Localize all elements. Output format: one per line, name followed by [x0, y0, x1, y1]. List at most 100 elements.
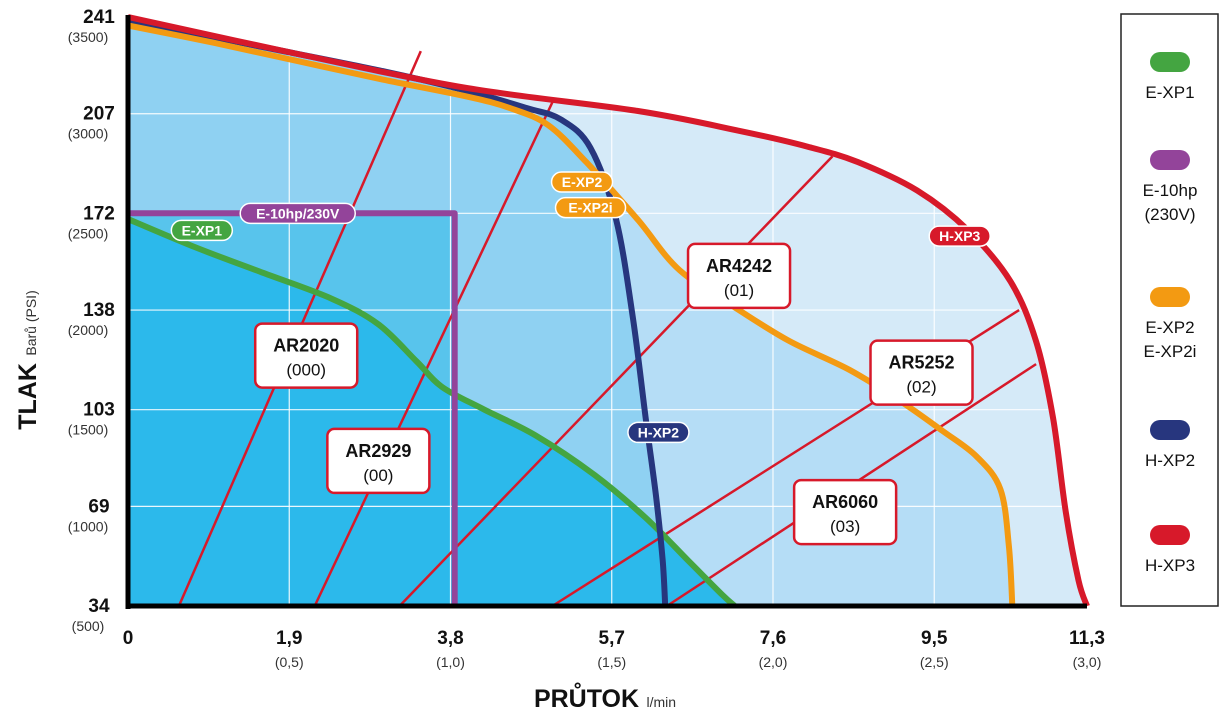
- y-tick-label: 103: [83, 400, 115, 421]
- pill-background: [928, 225, 991, 247]
- x-tick-sublabel: (0,5): [275, 654, 304, 670]
- x-axis-title-main: PRŮTOK: [534, 681, 639, 713]
- y-tick-sublabel: (500): [72, 618, 105, 634]
- y-tick-sublabel: (2000): [68, 322, 108, 338]
- pill-background: [554, 196, 627, 219]
- model-label-box: [869, 339, 974, 406]
- legend-label: E-XP2i: [1144, 342, 1197, 361]
- pill-text: H-XP2: [638, 424, 679, 440]
- y-tick: 207(3000): [68, 104, 115, 142]
- pill-label-h-xp2: H-XP2: [627, 421, 690, 444]
- pill-label-e-xp1: E-XP1: [170, 219, 234, 242]
- pill-background: [170, 219, 234, 242]
- y-tick-label: 172: [83, 203, 115, 224]
- pill-label-e-10hp-230v: E-10hp/230V: [239, 202, 356, 225]
- x-axis-title: PRŮTOK l/min: [534, 681, 676, 713]
- model-label-ar6060: AR6060 (03): [792, 478, 898, 546]
- x-tick: 5,7 (1,5): [597, 628, 626, 670]
- series-lines: [126, 14, 1090, 609]
- legend-label: E-XP1: [1145, 83, 1194, 102]
- y-axis-title-main: TLAK: [14, 363, 42, 430]
- x-axis-title-unit: l/min: [647, 694, 677, 710]
- x-tick-sublabel: (2,5): [920, 654, 949, 670]
- x-tick-sublabel: (1,5): [597, 654, 626, 670]
- y-axis-title: TLAK Barů (PSI): [14, 290, 42, 429]
- x-tick: 0: [123, 628, 134, 649]
- model-code: (000): [286, 361, 326, 380]
- pill-text: E-XP2: [562, 174, 603, 190]
- model-line-ar2929: [313, 101, 554, 607]
- pill-label-e-xp2: E-XP2: [550, 171, 614, 193]
- model-code: (03): [830, 517, 860, 536]
- pill-label-h-xp3: H-XP3: [928, 225, 991, 247]
- axes: [125, 15, 1087, 609]
- x-tick: 7,6 (2,0): [759, 628, 788, 670]
- model-label-box: [326, 427, 431, 495]
- pill-background: [550, 171, 614, 193]
- model-label-ar5252: AR5252 (02): [869, 339, 974, 406]
- model-name: AR4242: [706, 256, 772, 276]
- series-line-e-10hp-230v: [128, 210, 458, 606]
- legend-label: E-XP2: [1145, 318, 1194, 337]
- model-name: AR5252: [888, 353, 954, 373]
- legend-label: H-XP2: [1145, 451, 1195, 470]
- model-label-box: [253, 322, 359, 389]
- pill-text: E-10hp/230V: [256, 205, 340, 221]
- x-tick-label: 11,3: [1069, 628, 1105, 649]
- tick-labels: 34(500) 69(1000) 103(1500) 138(2000) 172(250…: [68, 7, 1105, 670]
- model-name: AR2929: [345, 441, 411, 461]
- model-label-ar2929: AR2929 (00): [326, 427, 431, 495]
- y-tick: 172(2500): [68, 203, 115, 241]
- area-e-xp1: [128, 219, 735, 606]
- series-line-h-xp3: [127, 14, 1090, 608]
- y-tick-sublabel: (2500): [68, 225, 108, 241]
- pill-background: [627, 421, 690, 444]
- x-tick-label: 7,6: [760, 628, 786, 649]
- pill-text: E-XP2i: [568, 200, 612, 216]
- legend-item: E-XP1: [1145, 52, 1195, 102]
- y-tick-sublabel: (3000): [68, 126, 108, 142]
- legend-label: H-XP3: [1145, 556, 1195, 575]
- model-code: (00): [363, 466, 393, 485]
- y-tick-label: 138: [83, 300, 115, 321]
- pill-background: [239, 202, 356, 225]
- x-tick-label: 1,9: [276, 628, 302, 649]
- x-tick: 11,3 (3,0): [1069, 628, 1105, 670]
- x-tick-label: 0: [123, 628, 134, 649]
- y-tick-label: 207: [83, 104, 115, 125]
- x-tick: 9,5 (2,5): [920, 628, 949, 670]
- series-line-e-xp1: [126, 216, 737, 609]
- legend-label: E-10hp: [1143, 181, 1198, 200]
- y-tick-sublabel: (1500): [68, 422, 108, 438]
- x-tick: 3,8 (1,0): [436, 628, 465, 670]
- x-tick-sublabel: (1,0): [436, 654, 465, 670]
- x-tick: 1,9 (0,5): [275, 628, 304, 670]
- legend-swatch: [1150, 420, 1190, 440]
- svg-text:PRŮTOK l/min: PRŮTOK l/min: [534, 681, 676, 713]
- y-tick-sublabel: (3500): [68, 29, 108, 45]
- series-pill-labels: E-10hp/230V E-XP1 E-XP2 E-XP2i H-XP2 H-XP3: [170, 171, 991, 444]
- y-tick: 241(3500): [68, 7, 116, 45]
- y-tick-sublabel: (1000): [68, 518, 108, 534]
- legend-swatch: [1150, 150, 1190, 170]
- x-tick-sublabel: (2,0): [759, 654, 788, 670]
- y-tick: 103(1500): [68, 400, 115, 438]
- model-label-ar4242: AR4242 (01): [686, 242, 792, 310]
- model-label-boxes: AR2020 (000) AR2929 (00) AR4242 (01) AR5252 (02…: [253, 242, 974, 546]
- series-line-e-xp2: [127, 22, 1016, 607]
- legend-label: (230V): [1144, 205, 1195, 224]
- legend-item: H-XP2: [1145, 420, 1195, 470]
- model-label-box: [686, 242, 792, 310]
- y-tick-label: 34: [88, 596, 110, 617]
- legend-swatch: [1150, 52, 1190, 72]
- model-label-box: [792, 478, 898, 546]
- x-tick-label: 9,5: [921, 628, 948, 649]
- y-axis-title-unit: Barů (PSI): [23, 290, 39, 355]
- model-label-ar2020: AR2020 (000): [253, 322, 359, 389]
- y-tick: 138(2000): [68, 300, 115, 338]
- x-tick-sublabel: (3,0): [1073, 654, 1102, 670]
- y-tick-label: 69: [88, 496, 109, 517]
- model-code: (01): [724, 281, 754, 300]
- legend-frame: [1120, 13, 1219, 607]
